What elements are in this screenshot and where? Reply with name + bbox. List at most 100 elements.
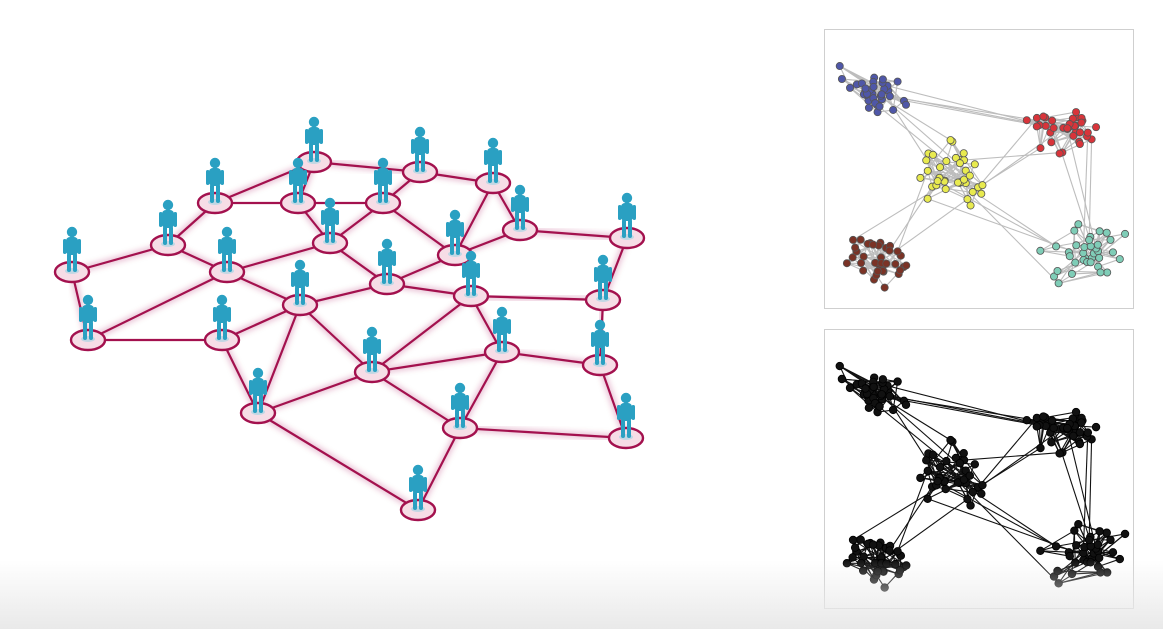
unclustered-network-graph xyxy=(835,361,1130,592)
clustered-network-node xyxy=(869,240,878,249)
unclustered-network-node xyxy=(856,558,866,568)
network-link xyxy=(469,294,605,302)
clustered-network-node xyxy=(941,185,950,194)
clustered-network-node xyxy=(873,267,882,276)
clustered-network-node xyxy=(851,243,860,252)
unclustered-network-edge xyxy=(959,482,1060,584)
clustered-network-edge xyxy=(1040,250,1070,257)
unclustered-network-node xyxy=(1077,418,1086,427)
clustered-network-node xyxy=(893,77,902,86)
unclustered-network-node xyxy=(1120,529,1130,539)
clustered-network-node xyxy=(955,159,964,168)
clustered-network-edge xyxy=(945,188,968,200)
unclustered-network-node xyxy=(856,535,865,544)
clustered-network-nodes xyxy=(835,62,1130,292)
unclustered-network-node xyxy=(923,466,932,476)
unclustered-network-node xyxy=(963,494,972,504)
clustered-network-node xyxy=(1032,122,1041,131)
clustered-network-node xyxy=(842,259,851,268)
unclustered-network-node xyxy=(916,473,925,483)
clustered-network-node xyxy=(902,261,911,270)
clustered-network-node xyxy=(1052,242,1061,251)
clustered-network-node xyxy=(1075,139,1084,148)
clustered-network-node xyxy=(1096,268,1105,277)
unclustered-network-node xyxy=(1036,443,1045,453)
clustered-network-node xyxy=(1083,128,1092,137)
clustered-network-node xyxy=(1065,252,1074,261)
person-figure xyxy=(79,294,97,342)
clustered-network-node xyxy=(1095,227,1104,236)
clustered-network-graph xyxy=(835,62,1130,292)
person-figure xyxy=(63,226,81,274)
unclustered-network-node xyxy=(858,566,868,575)
clustered-network-node xyxy=(1072,241,1081,250)
unclustered-network-node xyxy=(1072,541,1081,550)
clustered-network-node xyxy=(835,62,844,71)
unclustered-network-node xyxy=(893,377,902,386)
clustered-network-node xyxy=(901,100,910,109)
person-figure xyxy=(363,326,381,374)
clustered-network-node xyxy=(859,266,868,275)
person-figure xyxy=(291,259,309,307)
person-figure xyxy=(206,157,224,205)
unclustered-network-node xyxy=(1095,527,1104,536)
unclustered-network-node xyxy=(1047,416,1057,425)
unclustered-network-node xyxy=(868,540,878,549)
clustered-network-edge xyxy=(977,117,1038,188)
clustered-network-node xyxy=(861,84,870,93)
unclustered-network-edge xyxy=(937,480,1057,547)
unclustered-network-node xyxy=(1115,554,1125,564)
unclustered-network-node xyxy=(959,449,968,458)
clustered-network-node xyxy=(1067,269,1076,278)
person-figure xyxy=(484,137,502,185)
unclustered-network-edge xyxy=(925,459,1057,547)
person-figure xyxy=(249,367,267,415)
clustered-network-edge xyxy=(877,198,968,265)
unclustered-network-node xyxy=(1032,422,1041,431)
unclustered-network-node xyxy=(902,561,911,570)
clustered-network-panel xyxy=(824,29,1134,309)
network-link xyxy=(416,426,462,512)
clustered-network-node xyxy=(1074,220,1083,229)
unclustered-network-node xyxy=(848,535,858,545)
clustered-network-node xyxy=(875,102,884,111)
unclustered-network-edge xyxy=(982,427,1064,486)
clustered-network-node xyxy=(1075,128,1084,137)
unclustered-network-node xyxy=(837,374,847,384)
person-figure xyxy=(446,209,464,257)
clustered-network-edge xyxy=(1066,128,1097,249)
unclustered-network-node xyxy=(955,458,965,468)
clustered-network-node xyxy=(869,82,878,91)
clustered-network-node xyxy=(1048,116,1057,125)
clustered-network-node xyxy=(837,74,846,83)
unclustered-network-node xyxy=(1106,535,1115,545)
network-link xyxy=(458,426,628,440)
unclustered-network-node xyxy=(848,553,857,562)
clustered-network-node xyxy=(1103,268,1112,277)
unclustered-network-node xyxy=(965,471,975,480)
unclustered-network-node xyxy=(941,484,950,494)
clustered-network-node xyxy=(878,75,887,84)
unclustered-network-node xyxy=(959,475,969,484)
unclustered-network-node xyxy=(1102,528,1111,537)
clustered-network-node xyxy=(1063,124,1072,133)
unclustered-network-node xyxy=(1084,535,1094,545)
clustered-network-node xyxy=(880,283,889,292)
person-platforms xyxy=(53,150,646,522)
network-links-glow xyxy=(69,159,630,513)
unclustered-network-node xyxy=(968,487,977,497)
network-link xyxy=(381,201,457,257)
clustered-network-node xyxy=(885,92,894,101)
clustered-network-node xyxy=(923,194,932,203)
unclustered-network-node xyxy=(1049,423,1058,433)
network-link xyxy=(86,270,229,342)
unclustered-network-node xyxy=(978,480,987,490)
person-figure xyxy=(511,184,529,232)
clustered-network-node xyxy=(959,175,968,184)
unclustered-network-node xyxy=(1083,428,1093,437)
clustered-network-node xyxy=(1036,246,1045,255)
person-figure xyxy=(617,392,635,440)
unclustered-network-node xyxy=(835,361,844,371)
clustered-network-node xyxy=(1092,123,1101,132)
